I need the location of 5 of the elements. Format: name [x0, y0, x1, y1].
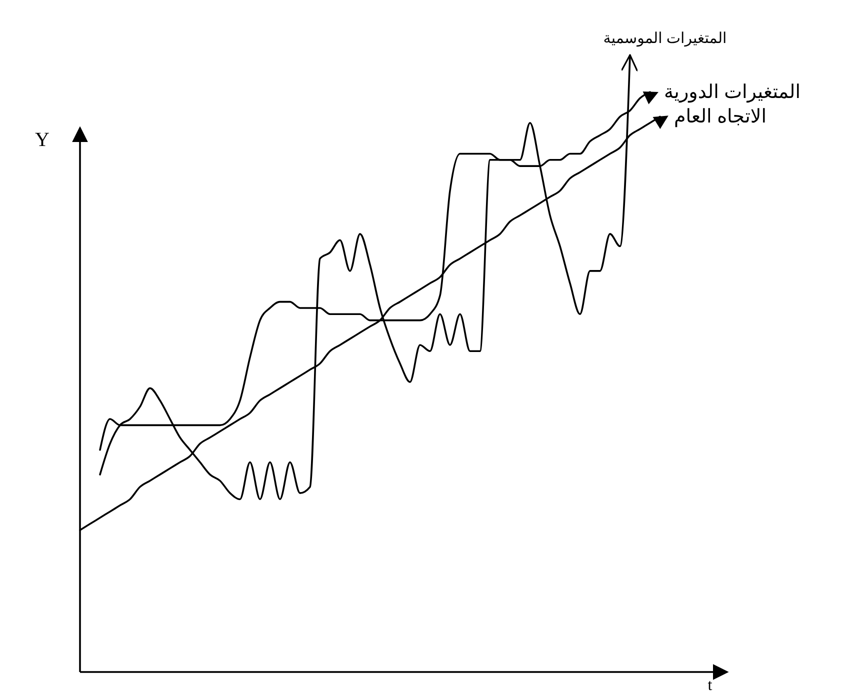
- series-label: المتغيرات الدورية: [664, 82, 800, 104]
- x-axis-title: t: [708, 677, 713, 693]
- series-label: الاتجاه العام: [674, 106, 766, 128]
- y-axis-title: Y: [35, 129, 50, 151]
- series-label: المتغيرات الموسمية: [603, 30, 727, 47]
